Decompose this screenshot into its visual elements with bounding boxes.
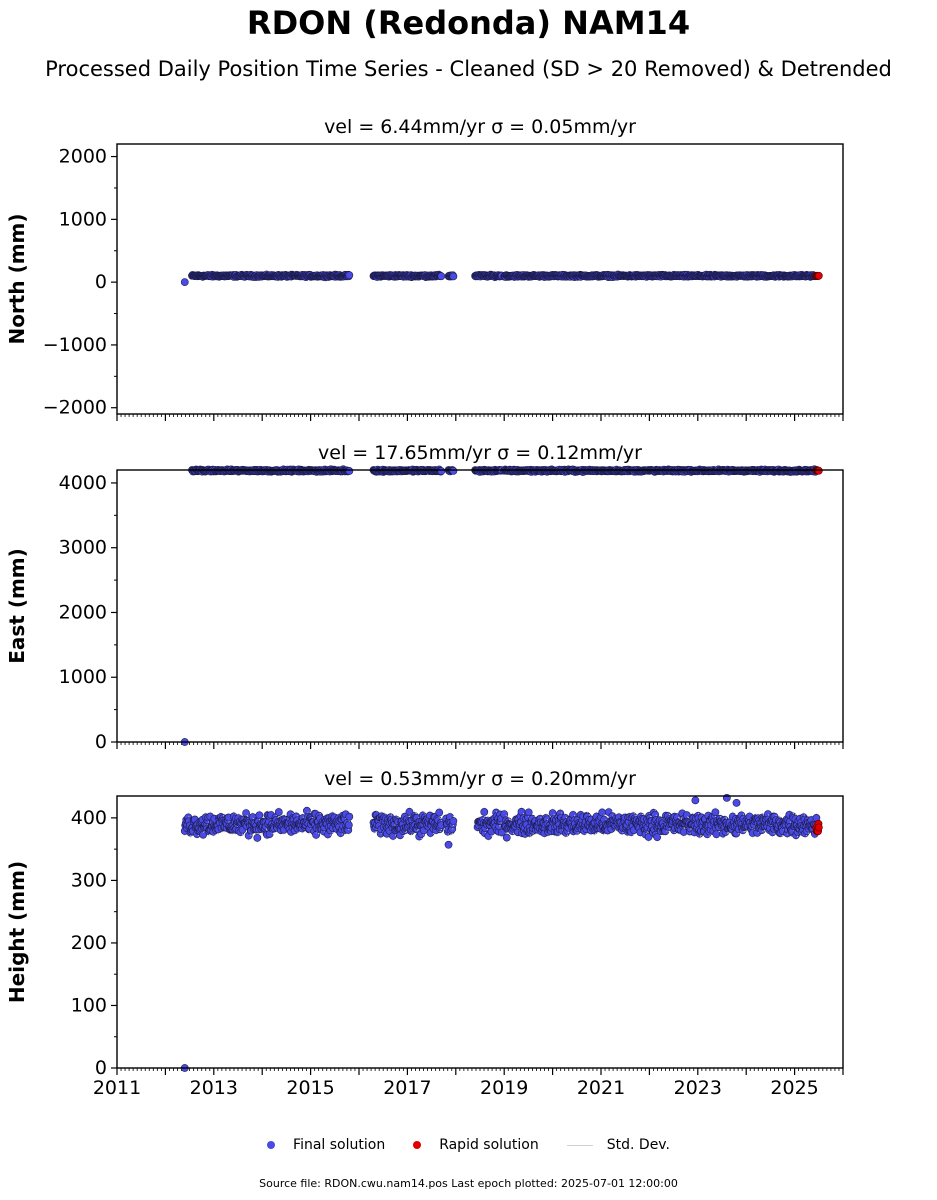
final-solution-series [180, 270, 821, 287]
panel-title: vel = 17.65mm/yr σ = 0.12mm/yr [318, 442, 642, 464]
y-tick-label: 1000 [59, 666, 107, 688]
x-tick-label: 2011 [93, 1077, 141, 1099]
y-tick-label: 100 [71, 994, 107, 1016]
panel-2: vel = 17.65mm/yr σ = 0.12mm/yr East (mm) 0… [5, 442, 844, 753]
data-point [437, 272, 446, 281]
chart-title: RDON (Redonda) NAM14 [246, 4, 691, 42]
y-tick-label: 4000 [59, 472, 107, 494]
data-point [449, 467, 458, 475]
y-tick-label: 400 [71, 807, 107, 829]
data-point [345, 812, 354, 821]
x-tick-label: 2023 [674, 1077, 722, 1099]
chart-subtitle: Processed Daily Position Time Series - C… [45, 57, 892, 81]
panel-title: vel = 6.44mm/yr σ = 0.05mm/yr [324, 116, 636, 138]
data-point [344, 821, 353, 829]
y-tick-label: −1000 [43, 334, 107, 356]
x-tick-label: 2013 [190, 1077, 238, 1099]
final-solution-series [180, 465, 821, 746]
y-tick-label: 0 [95, 731, 107, 753]
x-tick-label: 2025 [770, 1077, 818, 1099]
y-tick-label: 2000 [59, 601, 107, 623]
panel-title: vel = 0.53mm/yr σ = 0.20mm/yr [324, 768, 636, 790]
rapid-solution-series [812, 271, 823, 280]
data-point [345, 467, 354, 475]
data-point [598, 808, 607, 817]
y-axis-label: North (mm) [5, 213, 29, 344]
plot-frame [116, 469, 844, 743]
data-point [437, 467, 446, 476]
y-tick-label: 200 [71, 932, 107, 954]
y-tick-label: −2000 [43, 397, 107, 419]
data-point [449, 272, 458, 281]
x-tick-label: 2015 [286, 1077, 334, 1099]
y-tick-label: 3000 [59, 537, 107, 559]
rapid-point [814, 466, 823, 475]
x-tick-label: 2017 [383, 1077, 431, 1099]
data-point [435, 808, 444, 817]
y-tick-label: 2000 [59, 146, 107, 168]
data-point [449, 817, 458, 825]
x-tick-label: 2021 [577, 1077, 625, 1099]
data-point [480, 808, 489, 816]
x-tick-label: 2019 [480, 1077, 528, 1099]
y-tick-label: 0 [95, 1057, 107, 1079]
y-axis-label: East (mm) [5, 548, 29, 664]
y-tick-label: 0 [95, 271, 107, 293]
y-tick-label: 1000 [59, 208, 107, 230]
data-point [255, 811, 264, 820]
data-point [242, 809, 250, 817]
data-point [711, 808, 720, 817]
plot-frame [116, 143, 844, 415]
data-point [274, 808, 283, 816]
y-tick-label: 300 [71, 869, 107, 891]
final-solution-series [180, 793, 821, 1072]
data-point [502, 833, 511, 842]
data-point [253, 833, 262, 842]
data-point [345, 271, 354, 280]
panel-3: vel = 0.53mm/yr σ = 0.20mm/yr Height (mm)… [5, 768, 844, 1099]
y-axis-label: Height (mm) [5, 861, 29, 1003]
outlier-point [180, 278, 189, 287]
rapid-point [814, 271, 823, 280]
